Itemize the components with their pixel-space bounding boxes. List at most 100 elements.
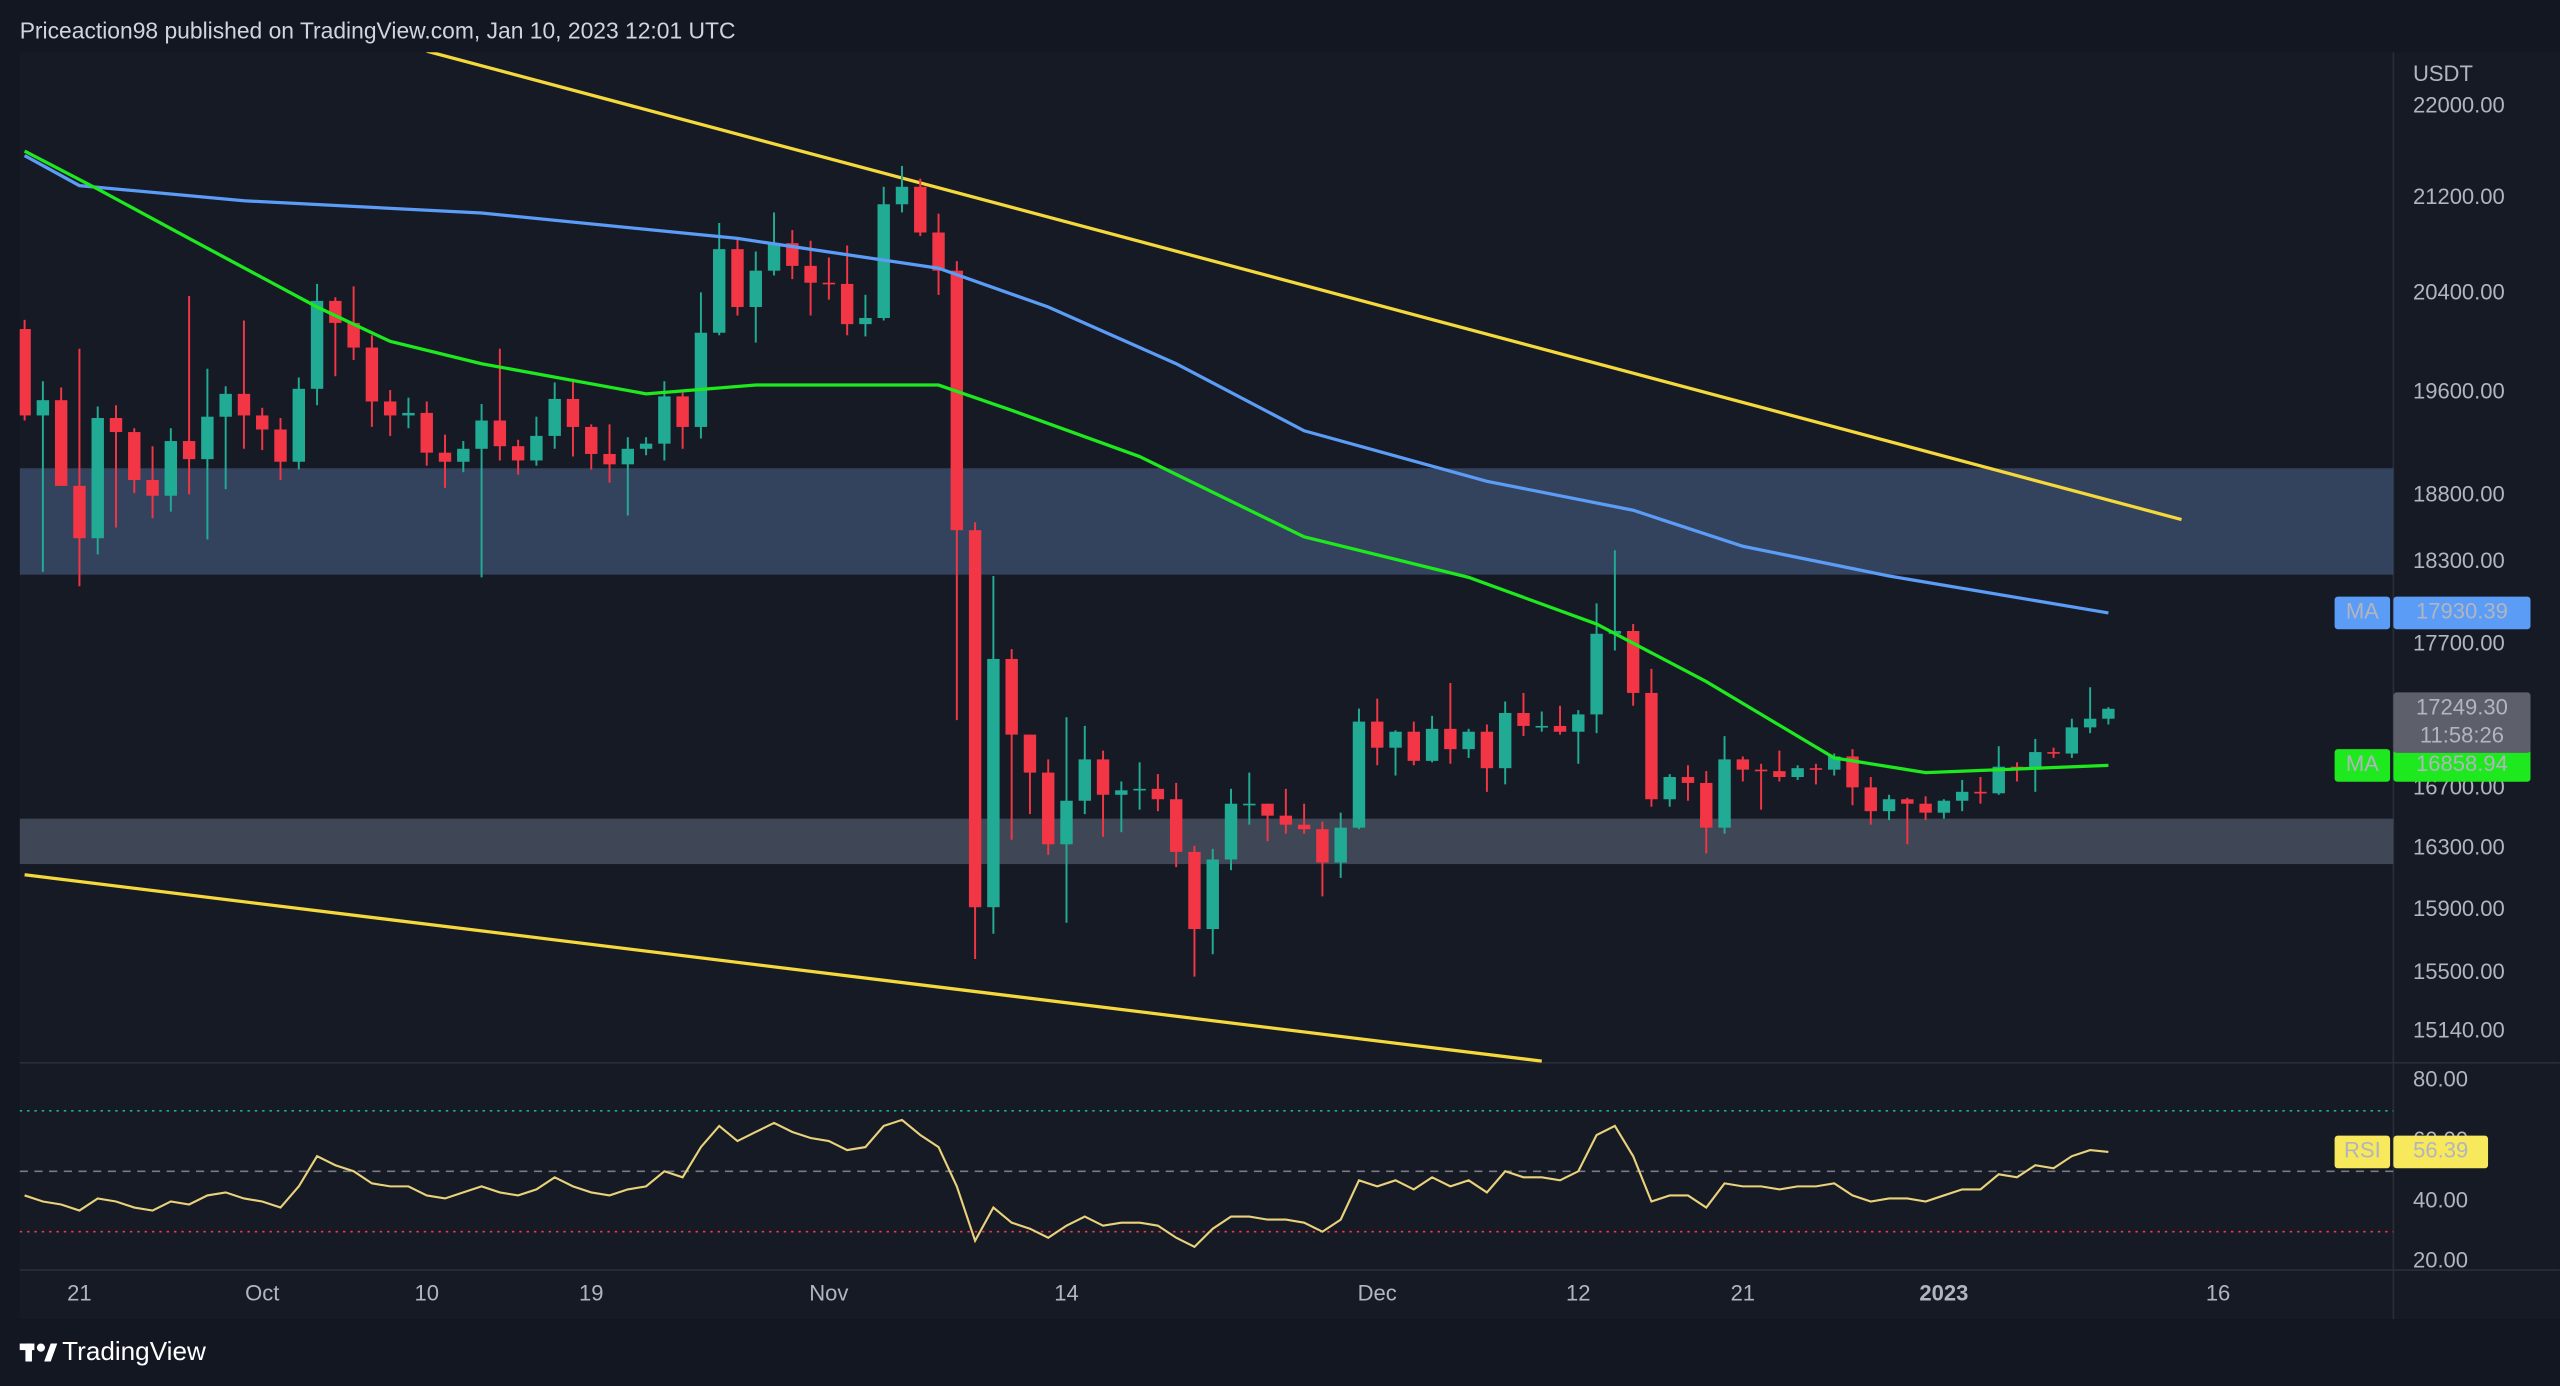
candle-body bbox=[1937, 800, 1951, 813]
trendline bbox=[24, 873, 1542, 1063]
candle-body bbox=[2083, 718, 2097, 728]
candle-body bbox=[1553, 725, 1567, 732]
candle-body bbox=[73, 485, 86, 539]
rsi-tag-value-box bbox=[2393, 1135, 2489, 1169]
candle-body bbox=[914, 186, 927, 233]
y-tick-label: 20400.00 bbox=[2413, 279, 2505, 304]
y-tick-label: 15500.00 bbox=[2413, 959, 2505, 984]
candle-body bbox=[694, 332, 708, 427]
candle-body bbox=[1864, 787, 1877, 812]
support-resistance-zone bbox=[19, 468, 2394, 575]
moving-average-line bbox=[23, 154, 2109, 615]
candle-body bbox=[1206, 859, 1219, 930]
candle-body bbox=[365, 347, 379, 402]
candle-body bbox=[2029, 752, 2042, 770]
ma-tag-value: 16858.94 bbox=[2416, 751, 2508, 776]
candle-body bbox=[1096, 759, 1110, 795]
ma-tag-name-box bbox=[2334, 596, 2391, 630]
candle-body bbox=[310, 300, 324, 389]
candle-body bbox=[1974, 791, 1987, 794]
candle-body bbox=[1005, 658, 1018, 735]
candle-body bbox=[548, 398, 561, 436]
candle-body bbox=[1535, 725, 1548, 728]
y-tick-label: 17700.00 bbox=[2413, 631, 2505, 656]
candle-body bbox=[804, 265, 817, 283]
candle-body bbox=[2065, 727, 2079, 754]
candle-body bbox=[1133, 788, 1146, 791]
candle-body bbox=[1919, 803, 1932, 813]
price-unit: USDT bbox=[2413, 61, 2473, 86]
candle-body bbox=[895, 186, 909, 205]
candle-body bbox=[1334, 827, 1347, 863]
candle-body bbox=[292, 388, 305, 462]
x-tick-label: 16 bbox=[2206, 1280, 2231, 1305]
candle-body bbox=[1407, 731, 1421, 761]
candle-body bbox=[1224, 803, 1238, 860]
x-tick-label: 10 bbox=[414, 1280, 439, 1305]
candle-body bbox=[1371, 721, 1384, 748]
candle-body bbox=[1316, 829, 1329, 863]
x-tick-label: 2023 bbox=[1919, 1280, 1968, 1305]
candle-body bbox=[237, 393, 251, 416]
candle-body bbox=[1425, 728, 1439, 761]
x-tick-label: Dec bbox=[1358, 1280, 1397, 1305]
candle-body bbox=[1023, 734, 1037, 773]
candle-body bbox=[950, 270, 964, 531]
ma-tag-name: MA bbox=[2346, 599, 2379, 624]
ma-tag-value-box bbox=[2393, 596, 2531, 630]
x-tick-label: 19 bbox=[579, 1280, 604, 1305]
trendline bbox=[426, 52, 2182, 522]
candle-body bbox=[1243, 803, 1256, 806]
rsi-tag-name: RSI bbox=[2344, 1138, 2381, 1163]
candle-body bbox=[256, 415, 269, 430]
y-tick-label: 15900.00 bbox=[2413, 896, 2505, 921]
candle-body bbox=[91, 417, 104, 539]
rsi-tick-label: 80.00 bbox=[2413, 1066, 2468, 1091]
candle-body bbox=[822, 282, 836, 285]
candle-body bbox=[1809, 768, 1823, 770]
candle-body bbox=[1882, 799, 1896, 812]
candle-body bbox=[274, 429, 287, 462]
brand-name: TradingView bbox=[62, 1336, 206, 1366]
ma-tag-value-box bbox=[2393, 749, 2531, 782]
candle-body bbox=[968, 530, 982, 908]
candle-body bbox=[859, 317, 872, 325]
x-tick-label: 14 bbox=[1054, 1280, 1079, 1305]
y-tick-label: 15140.00 bbox=[2413, 1017, 2505, 1042]
ma-tag-name: MA bbox=[2346, 751, 2379, 776]
rsi-line bbox=[24, 1118, 2109, 1249]
y-tick-label: 18800.00 bbox=[2413, 482, 2505, 507]
candle-body bbox=[712, 249, 726, 333]
rsi-pane bbox=[19, 1110, 2394, 1249]
candle-body bbox=[402, 412, 415, 416]
candle-body bbox=[1261, 803, 1274, 816]
logo-part bbox=[44, 1343, 58, 1362]
y-tick-label: 16300.00 bbox=[2413, 835, 2505, 860]
y-tick-label: 22000.00 bbox=[2413, 93, 2505, 118]
y-tick-label: 18300.00 bbox=[2413, 548, 2505, 573]
last-price-box bbox=[2393, 692, 2531, 753]
candle-body bbox=[164, 441, 178, 496]
candle-body bbox=[1663, 777, 1676, 800]
candle-body bbox=[19, 329, 31, 416]
candle-body bbox=[1078, 759, 1091, 801]
candle-body bbox=[1389, 731, 1402, 748]
candle-body bbox=[2102, 708, 2115, 719]
candle-body bbox=[1700, 782, 1713, 828]
ma-tag-name-box bbox=[2334, 749, 2391, 782]
rsi-tag-name-box bbox=[2334, 1135, 2391, 1169]
candle-body bbox=[146, 479, 159, 496]
candle-body bbox=[511, 446, 525, 461]
candle-body bbox=[786, 243, 799, 266]
candle-body bbox=[585, 426, 598, 454]
candle-body bbox=[1681, 777, 1695, 783]
x-tick-label: Nov bbox=[809, 1280, 848, 1305]
rsi-tick-label: 40.00 bbox=[2413, 1187, 2468, 1212]
candle-body bbox=[1279, 815, 1293, 825]
candle-body bbox=[639, 443, 653, 449]
y-tick-label: 21200.00 bbox=[2413, 184, 2505, 209]
candle-body bbox=[128, 432, 141, 480]
candle-body bbox=[749, 270, 762, 307]
candle-body bbox=[54, 400, 68, 486]
